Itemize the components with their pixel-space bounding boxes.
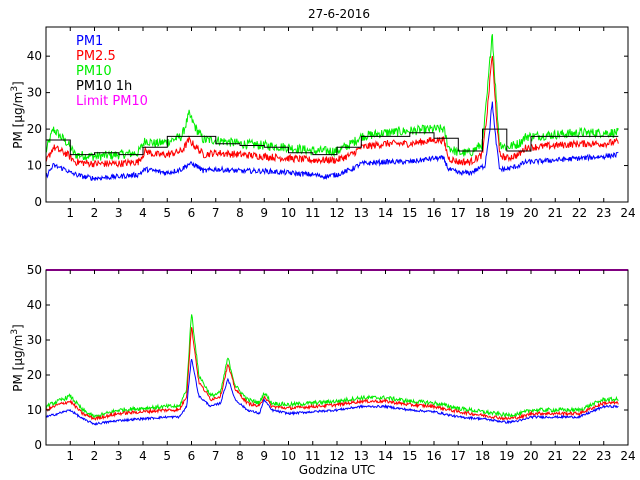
top-x-tick-label: 9 bbox=[260, 206, 268, 220]
bottom-x-tick-label: 16 bbox=[426, 449, 441, 463]
bottom-x-tick-label: 22 bbox=[572, 449, 587, 463]
bottom-x-tick-label: 24 bbox=[620, 449, 635, 463]
top-y-axis-label: PM [μg/m3] bbox=[10, 81, 25, 149]
bottom-x-tick-label: 2 bbox=[91, 449, 99, 463]
top-x-tick-label: 19 bbox=[499, 206, 514, 220]
top-x-tick-label: 7 bbox=[212, 206, 220, 220]
top-x-tick-label: 14 bbox=[378, 206, 393, 220]
bottom-y-tick-label: 30 bbox=[27, 333, 42, 347]
bottom-series-group bbox=[45, 269, 628, 426]
x-axis-label: Godzina UTC bbox=[299, 463, 375, 477]
bottom-x-tick-label: 15 bbox=[402, 449, 417, 463]
top-series-pm25 bbox=[45, 55, 619, 168]
top-x-tick-label: 4 bbox=[139, 206, 147, 220]
top-x-tick-label: 23 bbox=[596, 206, 611, 220]
bottom-x-tick-label: 5 bbox=[163, 449, 171, 463]
top-x-tick-label: 11 bbox=[305, 206, 320, 220]
top-series-pm1 bbox=[45, 101, 619, 181]
legend-item-pm10: PM10 bbox=[76, 64, 112, 79]
bottom-y-tick-label: 0 bbox=[34, 438, 42, 452]
top-x-tick-label: 18 bbox=[475, 206, 490, 220]
bottom-x-tick-label: 20 bbox=[523, 449, 538, 463]
bottom-x-tick-label: 17 bbox=[451, 449, 466, 463]
top-x-tick-label: 20 bbox=[523, 206, 538, 220]
top-x-tick-label: 12 bbox=[329, 206, 344, 220]
bottom-x-tick-label: 18 bbox=[475, 449, 490, 463]
top-x-tick-label: 13 bbox=[354, 206, 369, 220]
bottom-x-tick-label: 10 bbox=[281, 449, 296, 463]
top-series-pm10h bbox=[46, 128, 619, 156]
top-x-tick-label: 24 bbox=[620, 206, 635, 220]
top-x-tick-label: 15 bbox=[402, 206, 417, 220]
bottom-x-tick-label: 14 bbox=[378, 449, 393, 463]
bottom-x-tick-label: 7 bbox=[212, 449, 220, 463]
legend-item-pm1: PM1 bbox=[76, 34, 103, 49]
top-x-tick-label: 6 bbox=[188, 206, 196, 220]
top-x-tick-label: 10 bbox=[281, 206, 296, 220]
top-x-tick-label: 5 bbox=[163, 206, 171, 220]
top-x-tick-label: 16 bbox=[426, 206, 441, 220]
legend-item-pm10h: PM10 1h bbox=[76, 79, 132, 94]
top-panel: 1 2 3 4 5 6 7 8 9 10 11 12 13 14 15 16 17 18 19 20 21 22 23 240… bbox=[10, 26, 636, 220]
bottom-x-tick-label: 4 bbox=[139, 449, 147, 463]
top-ticks: 1 2 3 4 5 6 7 8 9 10 11 12 13 14 15 16 17 18 19 20 21 22 23 240… bbox=[27, 27, 636, 220]
bottom-x-tick-label: 12 bbox=[329, 449, 344, 463]
bottom-y-tick-label: 10 bbox=[27, 403, 42, 417]
top-x-tick-label: 8 bbox=[236, 206, 244, 220]
top-y-tick-label: 40 bbox=[27, 49, 42, 63]
top-y-tick-label: 20 bbox=[27, 122, 42, 136]
bottom-panel: 1 2 3 4 5 6 7 8 9 10 11 12 13 14 15 16 17 18 19 20 21 22 23 240… bbox=[10, 263, 636, 477]
bottom-x-tick-label: 6 bbox=[188, 449, 196, 463]
bottom-series-pm25 bbox=[45, 327, 619, 421]
bottom-x-tick-label: 23 bbox=[596, 449, 611, 463]
top-x-tick-label: 17 bbox=[451, 206, 466, 220]
top-y-tick-label: 0 bbox=[34, 195, 42, 209]
top-x-tick-label: 21 bbox=[548, 206, 563, 220]
top-x-tick-label: 2 bbox=[91, 206, 99, 220]
bottom-y-tick-label: 40 bbox=[27, 298, 42, 312]
bottom-x-tick-label: 3 bbox=[115, 449, 123, 463]
bottom-x-tick-label: 1 bbox=[66, 449, 74, 463]
bottom-y-tick-label: 20 bbox=[27, 368, 42, 382]
bottom-y-tick-label: 50 bbox=[27, 263, 42, 277]
bottom-x-tick-label: 9 bbox=[260, 449, 268, 463]
bottom-x-tick-label: 13 bbox=[354, 449, 369, 463]
top-x-tick-label: 3 bbox=[115, 206, 123, 220]
top-y-tick-label: 10 bbox=[27, 159, 42, 173]
bottom-x-tick-label: 21 bbox=[548, 449, 563, 463]
bottom-x-tick-label: 8 bbox=[236, 449, 244, 463]
top-x-tick-label: 22 bbox=[572, 206, 587, 220]
legend-item-limit: Limit PM10 bbox=[76, 94, 148, 109]
bottom-x-tick-label: 11 bbox=[305, 449, 320, 463]
bottom-y-axis-label: PM [μg/m3] bbox=[10, 324, 25, 392]
chart-title: 27-6-2016 bbox=[308, 7, 370, 21]
bottom-series-pm10 bbox=[45, 314, 619, 419]
bottom-series-pm1 bbox=[45, 358, 619, 426]
top-y-tick-label: 30 bbox=[27, 86, 42, 100]
legend-item-pm25: PM2.5 bbox=[76, 49, 116, 64]
bottom-ticks: 1 2 3 4 5 6 7 8 9 10 11 12 13 14 15 16 17 18 19 20 21 22 23 240… bbox=[27, 263, 636, 463]
bottom-x-tick-label: 19 bbox=[499, 449, 514, 463]
top-series-group bbox=[45, 34, 619, 181]
top-x-tick-label: 1 bbox=[66, 206, 74, 220]
